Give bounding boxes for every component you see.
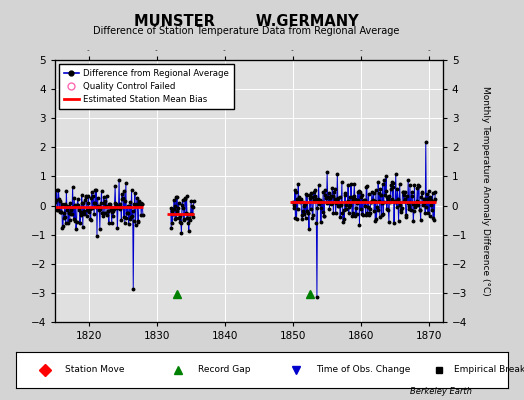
Text: MUNSTER        W.GERMANY: MUNSTER W.GERMANY [134, 14, 358, 29]
Y-axis label: Monthly Temperature Anomaly Difference (°C): Monthly Temperature Anomaly Difference (… [481, 86, 490, 296]
Text: Empirical Break: Empirical Break [454, 366, 524, 374]
Text: Station Move: Station Move [65, 366, 125, 374]
Text: Berkeley Earth: Berkeley Earth [410, 387, 472, 396]
Legend: Difference from Regional Average, Quality Control Failed, Estimated Station Mean: Difference from Regional Average, Qualit… [59, 64, 234, 108]
Text: Difference of Station Temperature Data from Regional Average: Difference of Station Temperature Data f… [93, 26, 399, 36]
Text: Record Gap: Record Gap [198, 366, 250, 374]
Text: Time of Obs. Change: Time of Obs. Change [316, 366, 411, 374]
